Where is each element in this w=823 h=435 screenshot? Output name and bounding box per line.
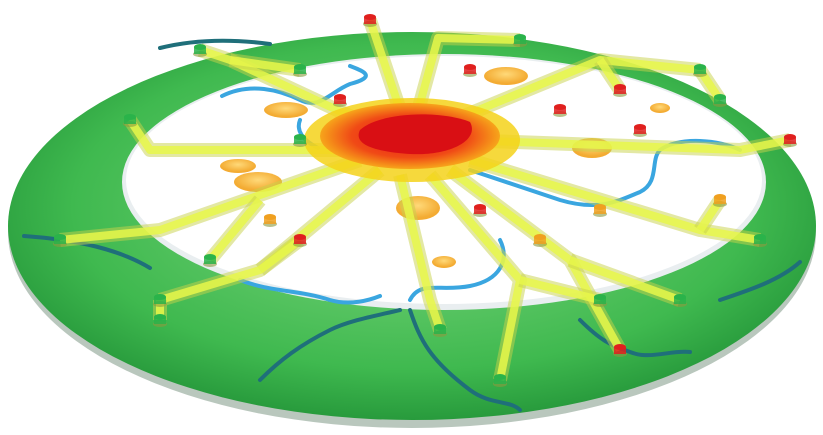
station-body [264, 217, 276, 224]
corridor [229, 56, 301, 74]
station-body [694, 67, 706, 74]
station-body [204, 257, 216, 264]
station-body [294, 237, 306, 244]
river [158, 38, 272, 50]
station-top [714, 194, 726, 200]
station-top [54, 234, 66, 240]
station-top [554, 104, 566, 110]
station-body [594, 297, 606, 304]
station-top [594, 294, 606, 300]
station-top [294, 64, 306, 70]
station-top [674, 294, 686, 300]
station-body [514, 37, 526, 44]
station-top [294, 134, 306, 140]
station-body [714, 197, 726, 204]
corridor [59, 156, 362, 244]
river [22, 234, 152, 270]
corridor [519, 276, 601, 304]
station-top [614, 84, 626, 90]
station-top [694, 64, 706, 70]
corridor [206, 197, 264, 263]
station-body [364, 17, 376, 24]
station-body [534, 237, 546, 244]
station-body [634, 127, 646, 134]
orange-disk [432, 256, 456, 268]
station-body [124, 117, 136, 124]
station-body [494, 377, 506, 384]
station-top [294, 234, 306, 240]
corridor [126, 117, 360, 154]
station-body [674, 297, 686, 304]
river [578, 318, 692, 358]
station-body [154, 317, 166, 324]
station-top [714, 94, 726, 100]
station-body [464, 67, 476, 74]
green-belt-rivers [22, 38, 802, 412]
station-body [554, 107, 566, 114]
station-top [754, 234, 766, 240]
station-body [54, 237, 66, 244]
river [238, 278, 382, 305]
orange-disk [484, 67, 528, 85]
transit-corridors [59, 17, 792, 382]
station-top [194, 44, 206, 50]
station-top [634, 124, 646, 130]
station-body [714, 97, 726, 104]
orange-disk [220, 159, 256, 173]
station-body [294, 137, 306, 144]
station-body [474, 207, 486, 214]
river [408, 308, 522, 412]
station-body [434, 327, 446, 334]
station-top [534, 234, 546, 240]
stations [53, 14, 797, 387]
corridor [568, 256, 682, 304]
orange-disk [264, 102, 308, 118]
corridor [459, 136, 791, 154]
station-top [124, 114, 136, 120]
station-body [154, 297, 166, 304]
orange-disk [650, 103, 670, 113]
station-top [364, 14, 376, 20]
station-top [264, 214, 276, 220]
station-top [434, 324, 446, 330]
station-body [194, 47, 206, 54]
station-top [494, 374, 506, 380]
station-body [594, 207, 606, 214]
station-top [594, 204, 606, 210]
station-top [474, 204, 486, 210]
station-body [754, 237, 766, 244]
corridor [396, 174, 444, 332]
station-body [784, 137, 796, 144]
core-center [358, 114, 472, 155]
station-top [514, 34, 526, 40]
station-top [784, 134, 796, 140]
station-body [614, 347, 626, 354]
station-top [464, 64, 476, 70]
river [718, 260, 802, 302]
river [258, 308, 402, 382]
station-top [334, 94, 346, 100]
station-top [154, 294, 166, 300]
station-top [614, 344, 626, 350]
station-top [154, 314, 166, 320]
station-body [614, 87, 626, 94]
station-body [334, 97, 346, 104]
corridor [257, 236, 303, 274]
station-top [204, 254, 216, 260]
station-body [294, 67, 306, 74]
